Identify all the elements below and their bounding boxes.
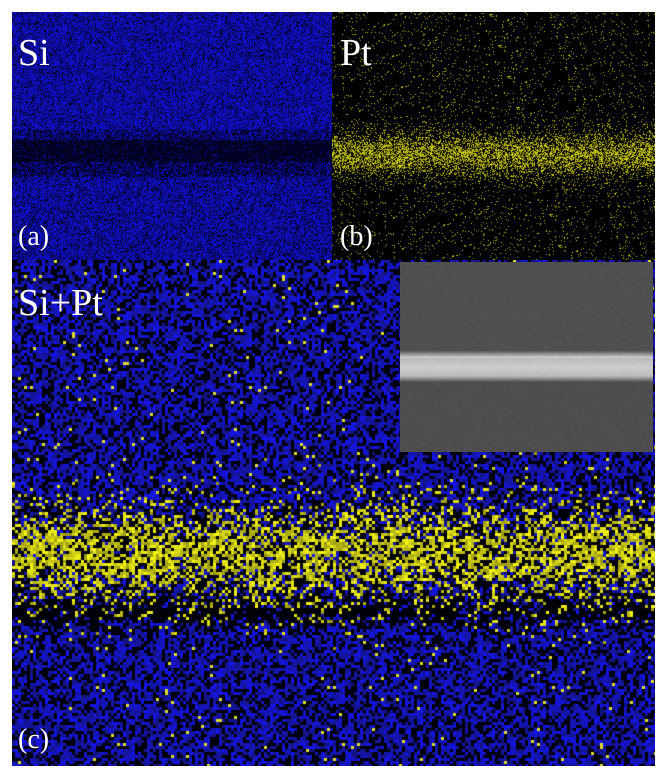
panel-c-element-label: Si+Pt xyxy=(18,282,103,324)
panel-a-element-label: Si xyxy=(18,32,50,74)
pt-map-image xyxy=(332,12,655,260)
panel-c-letter: (c) xyxy=(18,724,50,755)
panel-a-si-map: Si (a) xyxy=(12,12,332,260)
sem-inset-image xyxy=(400,262,653,452)
edx-figure: Si (a) Pt (b) Si+Pt (c) xyxy=(12,12,655,766)
panel-b-pt-map: Pt (b) xyxy=(332,12,655,260)
panel-b-letter: (b) xyxy=(340,221,373,252)
sem-cross-section xyxy=(400,262,653,452)
panel-c-combined-map: Si+Pt (c) xyxy=(12,260,655,766)
panel-a-letter: (a) xyxy=(18,221,50,252)
si-map-image xyxy=(12,12,332,260)
panel-b-element-label: Pt xyxy=(340,32,372,74)
